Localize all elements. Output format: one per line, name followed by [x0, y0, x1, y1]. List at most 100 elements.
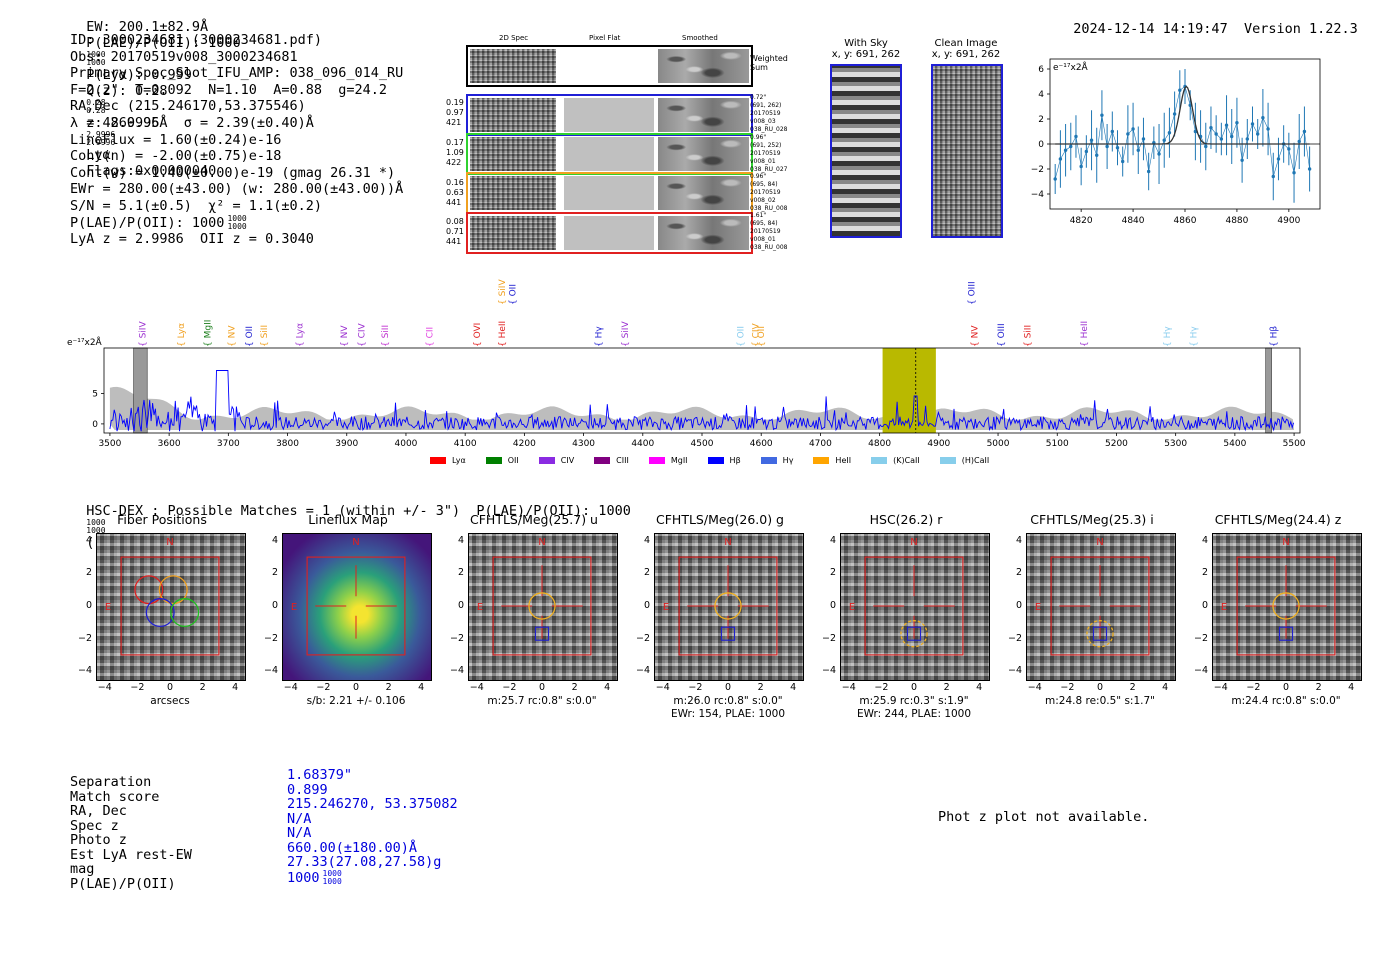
cutout-caption: m:24.8 re:0.5" s:1.7": [1045, 695, 1155, 707]
spec2d-row-3-left: 0.16 0.63 441: [446, 178, 464, 207]
legend-item: HeII: [813, 456, 851, 465]
cutout-ytick-label: −2: [1007, 632, 1022, 644]
spec2d-row-1-right: 0.72" (691, 262) 20170519 v008_03 038_RU_028: [750, 94, 788, 133]
cutout-ytick-label: −4: [77, 665, 92, 677]
cutout-ytick-label: 0: [829, 600, 836, 611]
zoom-ytick-label: 2: [1038, 115, 1044, 125]
legend-label: (H)CaII: [961, 456, 990, 465]
full-xtick-label: 3600: [158, 439, 181, 449]
cutout-ytick-label: 4: [457, 534, 464, 546]
cutout-xtick-label: 0: [166, 682, 174, 693]
spec2d-row-3: [466, 172, 753, 214]
spec2d-row-4: [466, 212, 753, 254]
header-line: Lyα: [86, 147, 111, 163]
svg-text:{ Hγ: { Hγ: [594, 326, 604, 347]
spec2d-row-smooth: [658, 98, 749, 132]
spec2d-header-2dspec: 2D Spec: [499, 34, 529, 42]
cutout-ytick-label: −4: [1007, 665, 1022, 677]
svg-text:{ CIV: { CIV: [358, 322, 368, 347]
cutout-image: [840, 533, 990, 681]
cutout-ytick-label: 4: [271, 534, 278, 546]
cutout-north: N: [910, 537, 917, 548]
svg-text:{ OIII: { OIII: [997, 323, 1007, 347]
legend-swatch: [594, 457, 611, 464]
cutout-caption: m:26.0 rc:0.8" s:0.0": [673, 695, 783, 707]
match-value: N/A: [287, 810, 312, 827]
header-plya: P(Lyα): 0.999: [86, 67, 192, 83]
cutout-region-box: [1050, 556, 1150, 656]
full-spectrum: 5 0 e⁻¹⁷x2Å 3500 3600 3700 3800 3900 4000 4100 420…: [60, 275, 1360, 465]
svg-text:{ HeII: { HeII: [1080, 321, 1090, 347]
full-xtick-label: 5200: [1105, 439, 1128, 449]
cutout-ytick-label: 0: [457, 600, 464, 611]
cutout-overlay: NE: [663, 537, 778, 656]
header-version: Version 1.22.3: [1243, 21, 1358, 37]
full-line-label: { NV: [970, 325, 980, 347]
full-line-label: { Lyα: [177, 323, 187, 347]
match-value: N/A: [287, 825, 312, 841]
legend-swatch: [538, 457, 555, 464]
match-label: Match score: [70, 788, 160, 805]
full-line-label: { CIV: [358, 322, 368, 347]
zoom-ytick-label: −2: [1031, 165, 1044, 175]
legend-item: Hβ: [707, 456, 741, 465]
cutout-east: E: [291, 602, 297, 613]
cutout-panel: CFHTLS/Meg(25.3) i N E 4 2 0 −2 −4 −4 −2 0 2 4 m:24.8…: [1002, 512, 1182, 722]
legend-label: CIII: [616, 456, 629, 465]
info-ewr: EWr = 280.00(±43.00) (w: 280.00(±43.00))…: [70, 181, 404, 198]
legend-item: MgII: [648, 456, 688, 465]
cutout-xtick-label: −4: [97, 682, 112, 693]
cutout-xtick-label: 0: [910, 682, 918, 693]
spec2d-ws-smooth: [658, 49, 749, 83]
full-line-label: { Hγ: [594, 326, 604, 347]
cutout-ytick-label: −2: [263, 632, 278, 644]
full-xtick-label: 4600: [750, 439, 773, 449]
cutout-xtick-label: 4: [1348, 682, 1355, 693]
cutout-xtick-label: 0: [724, 682, 732, 693]
full-xtick-label: 5300: [1164, 439, 1187, 449]
full-xtick-label: 4100: [454, 439, 477, 449]
svg-text:{ SiIV: { SiIV: [621, 321, 631, 347]
svg-text:{ SiIV: { SiIV: [498, 279, 508, 305]
spec2d-row-smooth: [658, 137, 749, 171]
legend-item: CIV: [538, 456, 574, 465]
spec2d-row-raw: [470, 176, 556, 210]
cutout-ytick-label: 2: [1201, 567, 1208, 579]
full-line-label: { OII: [757, 326, 767, 347]
cutout-xtick-label: −4: [469, 682, 484, 693]
spec2d-row-smooth: [658, 216, 749, 250]
cutout-overlay: NE: [1221, 537, 1336, 656]
legend-swatch: [648, 457, 665, 464]
legend-item: Hγ: [760, 456, 793, 465]
svg-text:{ SiII: { SiII: [1024, 325, 1034, 347]
cutout-title: Lineflux Map: [308, 512, 388, 527]
svg-text:{ NV: { NV: [340, 325, 350, 347]
cutout-xtick-label: 4: [1162, 682, 1169, 693]
match-labels: Separation Match score RA, Dec Spec z Ph…: [70, 775, 192, 891]
legend-label: MgII: [670, 456, 688, 465]
svg-text:{ OII: { OII: [509, 284, 519, 305]
zoom-fit-line: [1055, 85, 1310, 145]
cutout-ytick-label: −4: [821, 665, 836, 677]
cutout-xtick-label: −2: [502, 682, 517, 693]
cutout-xtick-label: 0: [1096, 682, 1104, 693]
cutout-ytick-label: 0: [1015, 600, 1022, 611]
cutout-xtick-label: 4: [418, 682, 425, 693]
zoom-data-point: [1100, 113, 1104, 117]
cutout-xtick-label: 0: [352, 682, 360, 693]
cutout-xtick-label: 4: [232, 682, 239, 693]
full-line-label: { HeII: [1080, 321, 1090, 347]
cutout-east: E: [105, 602, 111, 613]
legend-item: Lyα: [430, 456, 466, 465]
match-value: 660.00(±180.00)Å: [287, 839, 418, 856]
info-id: ID: 3000234681 (3000234681.pdf): [70, 32, 322, 48]
cutout-title: CFHTLS/Meg(26.0) g: [656, 512, 784, 527]
svg-text:{ Hγ: { Hγ: [1189, 326, 1199, 347]
legend-swatch: [939, 457, 956, 464]
info-sn: S/N = 5.1(±0.5) χ² = 1.1(±0.2): [70, 197, 322, 214]
match-label: Separation: [70, 774, 152, 790]
full-line-label: { OIII: [967, 281, 977, 305]
cutout-xtick-label: −2: [1060, 682, 1075, 693]
full-line-label: { SiII: [381, 325, 391, 347]
cutout-region-box: [306, 556, 406, 656]
